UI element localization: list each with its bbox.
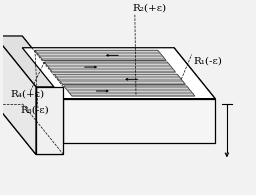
Polygon shape [63, 99, 215, 143]
Polygon shape [0, 104, 63, 154]
Polygon shape [44, 62, 176, 72]
Text: R₄(+ε): R₄(+ε) [10, 89, 45, 98]
Polygon shape [22, 92, 215, 143]
Polygon shape [35, 50, 166, 60]
Polygon shape [0, 36, 63, 87]
Polygon shape [174, 48, 215, 143]
Text: R₃(-ε): R₃(-ε) [20, 106, 49, 115]
Polygon shape [22, 48, 215, 99]
Polygon shape [0, 36, 36, 154]
Polygon shape [54, 74, 185, 84]
Polygon shape [64, 86, 195, 96]
Text: R₂(+ε): R₂(+ε) [133, 4, 167, 12]
Text: R₁(-ε): R₁(-ε) [194, 57, 222, 66]
Polygon shape [36, 87, 63, 154]
